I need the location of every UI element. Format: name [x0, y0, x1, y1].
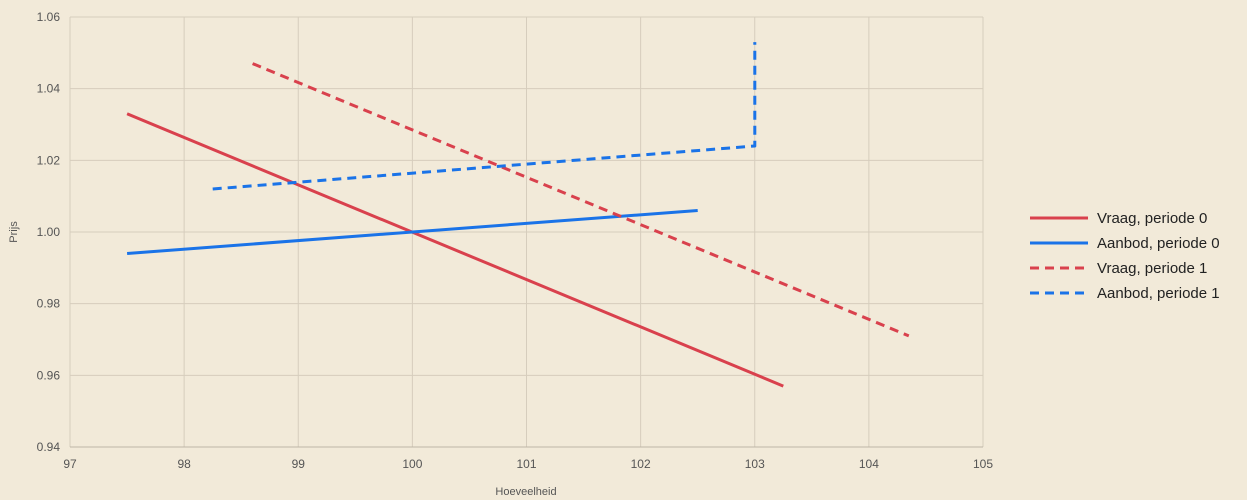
y-tick-label: 0.98 — [37, 297, 61, 311]
legend-label-aanbod-periode-1: Aanbod, periode 1 — [1097, 285, 1220, 302]
y-tick-label: 1.06 — [37, 10, 61, 24]
y-tick-label: 1.04 — [37, 82, 61, 96]
legend-label-vraag-periode-1: Vraag, periode 1 — [1097, 260, 1207, 277]
y-tick-labels: 0.94 0.96 0.98 1.00 1.02 1.04 1.06 — [37, 10, 61, 454]
y-tick-label: 1.00 — [37, 225, 61, 239]
series-line-vraag-periode-1 — [252, 62, 910, 338]
x-tick-label: 100 — [402, 457, 422, 471]
y-tick-label: 0.96 — [37, 368, 61, 382]
x-tick-label: 98 — [177, 457, 191, 471]
y-tick-label: 0.94 — [37, 440, 61, 454]
x-axis-title: Hoeveelheid — [495, 486, 556, 498]
series-lines — [126, 42, 910, 388]
x-tick-label: 97 — [63, 457, 77, 471]
y-axis-title: Prijs — [8, 221, 20, 243]
legend-label-vraag-periode-0: Vraag, periode 0 — [1097, 210, 1207, 227]
x-tick-label: 102 — [631, 457, 651, 471]
x-tick-labels: 97 98 99 100 101 102 103 104 105 — [63, 457, 993, 471]
x-tick-label: 105 — [973, 457, 993, 471]
grid-lines — [69, 16, 984, 448]
x-tick-label: 104 — [859, 457, 879, 471]
legend: Vraag, periode 0 Aanbod, periode 0 Vraag, … — [1030, 210, 1220, 302]
x-tick-label: 99 — [292, 457, 306, 471]
legend-label-aanbod-periode-0: Aanbod, periode 0 — [1097, 235, 1220, 252]
x-tick-label: 101 — [516, 457, 536, 471]
series-line-aanbod-periode-0 — [126, 209, 698, 255]
series-line-aanbod-periode-1 — [212, 42, 757, 191]
x-tick-label: 103 — [745, 457, 765, 471]
y-tick-label: 1.02 — [37, 153, 61, 167]
series-line-vraag-periode-0 — [126, 112, 784, 388]
